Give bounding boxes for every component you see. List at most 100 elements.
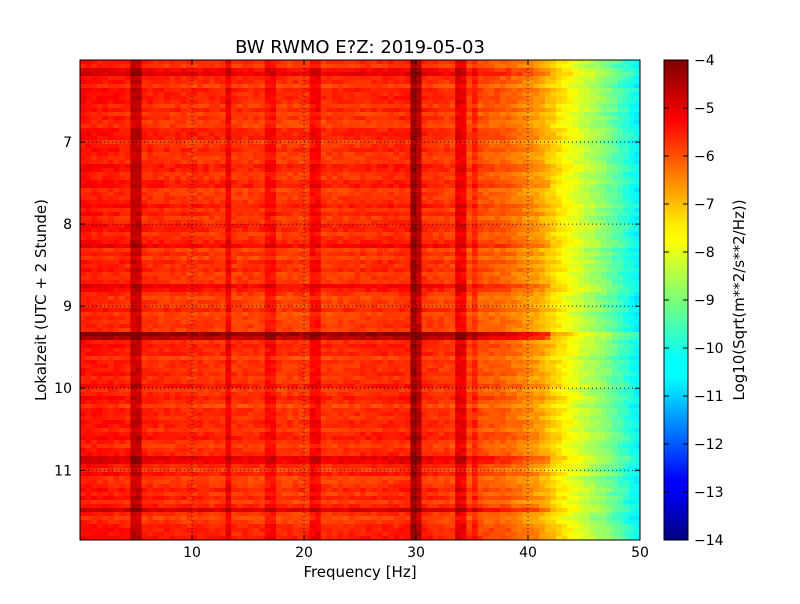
- heatmap-cell: [483, 144, 489, 148]
- heatmap-cell: [478, 60, 484, 64]
- heatmap-cell: [242, 100, 248, 104]
- heatmap-cell: [293, 124, 299, 128]
- heatmap-cell: [108, 196, 114, 200]
- heatmap-cell: [427, 76, 433, 80]
- heatmap-cell: [181, 88, 187, 92]
- heatmap-cell: [461, 224, 467, 228]
- heatmap-cell: [573, 176, 579, 180]
- heatmap-cell: [175, 100, 181, 104]
- heatmap-cell: [562, 120, 568, 124]
- heatmap-cell: [629, 160, 635, 164]
- heatmap-cell: [567, 132, 573, 136]
- heatmap-cell: [416, 124, 422, 128]
- heatmap-cell: [567, 84, 573, 88]
- heatmap-cell: [427, 64, 433, 68]
- heatmap-cell: [500, 76, 506, 80]
- heatmap-cell: [242, 132, 248, 136]
- heatmap-cell: [164, 172, 170, 176]
- heatmap-cell: [198, 60, 204, 64]
- heatmap-cell: [242, 88, 248, 92]
- heatmap-cell: [388, 100, 394, 104]
- heatmap-cell: [388, 148, 394, 152]
- heatmap-cell: [528, 248, 534, 252]
- heatmap-cell: [119, 116, 125, 120]
- heatmap-cell: [539, 212, 545, 216]
- heatmap-cell: [315, 80, 321, 84]
- heatmap-cell: [119, 208, 125, 212]
- heatmap-cell: [601, 84, 607, 88]
- heatmap-cell: [562, 108, 568, 112]
- heatmap-cell: [310, 168, 316, 172]
- heatmap-cell: [629, 196, 635, 200]
- heatmap-cell: [220, 100, 226, 104]
- heatmap-cell: [539, 208, 545, 212]
- heatmap-cell: [584, 256, 590, 260]
- heatmap-cell: [186, 156, 192, 160]
- heatmap-cell: [539, 72, 545, 76]
- heatmap-cell: [360, 80, 366, 84]
- heatmap-cell: [237, 176, 243, 180]
- heatmap-cell: [517, 196, 523, 200]
- heatmap-cell: [142, 144, 148, 148]
- heatmap-cell: [506, 104, 512, 108]
- heatmap-cell: [623, 136, 629, 140]
- heatmap-cell: [354, 220, 360, 224]
- heatmap-cell: [321, 236, 327, 240]
- heatmap-cell: [142, 120, 148, 124]
- heatmap-cell: [405, 168, 411, 172]
- heatmap-cell: [147, 228, 153, 232]
- heatmap-cell: [209, 136, 215, 140]
- heatmap-cell: [125, 92, 131, 96]
- heatmap-cell: [298, 112, 304, 116]
- heatmap-cell: [539, 124, 545, 128]
- heatmap-cell: [629, 180, 635, 184]
- heatmap-cell: [220, 172, 226, 176]
- heatmap-cell: [399, 176, 405, 180]
- heatmap-cell: [125, 140, 131, 144]
- heatmap-cell: [119, 88, 125, 92]
- heatmap-cell: [265, 200, 271, 204]
- heatmap-cell: [91, 184, 97, 188]
- heatmap-cell: [618, 168, 624, 172]
- heatmap-cell: [310, 84, 316, 88]
- heatmap-cell: [455, 148, 461, 152]
- heatmap-cell: [534, 256, 540, 260]
- heatmap-cell: [354, 88, 360, 92]
- heatmap-cell: [338, 200, 344, 204]
- heatmap-cell: [377, 248, 383, 252]
- heatmap-cell: [181, 188, 187, 192]
- heatmap-cell: [119, 124, 125, 128]
- heatmap-cell: [455, 180, 461, 184]
- heatmap-cell: [399, 76, 405, 80]
- heatmap-cell: [455, 252, 461, 256]
- heatmap-cell: [623, 92, 629, 96]
- heatmap-cell: [130, 156, 136, 160]
- heatmap-cell: [254, 80, 260, 84]
- heatmap-cell: [444, 212, 450, 216]
- heatmap-cell: [192, 208, 198, 212]
- heatmap-cell: [450, 132, 456, 136]
- heatmap-cell: [338, 224, 344, 228]
- heatmap-cell: [102, 200, 108, 204]
- heatmap-cell: [164, 232, 170, 236]
- heatmap-cell: [226, 68, 232, 72]
- heatmap-cell: [220, 108, 226, 112]
- heatmap-cell: [203, 172, 209, 176]
- heatmap-cell: [304, 236, 310, 240]
- heatmap-cell: [629, 132, 635, 136]
- heatmap-cell: [377, 192, 383, 196]
- heatmap-cell: [455, 144, 461, 148]
- heatmap-cell: [97, 92, 103, 96]
- heatmap-cell: [511, 196, 517, 200]
- heatmap-cell: [158, 228, 164, 232]
- heatmap-cell: [164, 156, 170, 160]
- heatmap-cell: [562, 204, 568, 208]
- heatmap-cell: [623, 72, 629, 76]
- heatmap-cell: [590, 116, 596, 120]
- heatmap-cell: [125, 248, 131, 252]
- heatmap-cell: [377, 216, 383, 220]
- heatmap-cell: [399, 148, 405, 152]
- heatmap-cell: [181, 224, 187, 228]
- heatmap-cell: [562, 156, 568, 160]
- heatmap-cell: [472, 200, 478, 204]
